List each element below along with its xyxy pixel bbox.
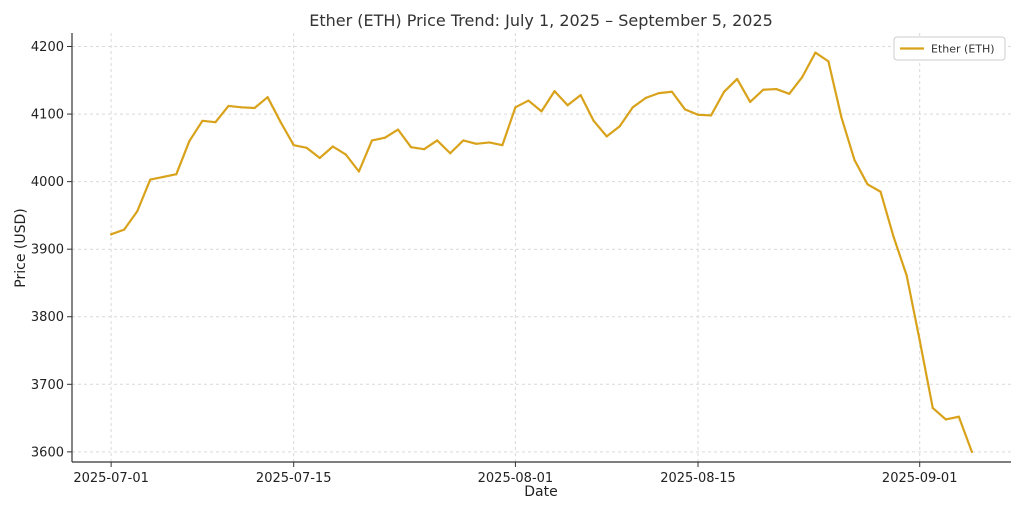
y-tick-label: 4100 — [31, 108, 64, 123]
x-tick-label: 2025-07-15 — [256, 471, 332, 486]
data-point — [814, 51, 817, 54]
data-point — [227, 104, 230, 108]
data-point — [175, 173, 178, 176]
data-point — [918, 339, 921, 342]
data-point — [331, 145, 334, 148]
data-point — [318, 156, 321, 160]
data-point — [162, 175, 165, 178]
data-point — [253, 106, 256, 110]
x-ticks: 2025-07-01 2025-07-15 2025-08-01 2025-08-15… — [73, 462, 957, 486]
x-tick-label: 2025-08-15 — [660, 471, 736, 486]
legend: Ether (ETH) — [893, 36, 1006, 61]
data-point — [722, 90, 726, 93]
data-point — [240, 106, 243, 109]
data-point — [775, 87, 778, 91]
data-point — [514, 106, 517, 109]
data-point — [605, 135, 608, 138]
data-point — [475, 142, 478, 145]
data-point — [110, 233, 113, 236]
data-point — [579, 94, 582, 97]
data-point — [827, 60, 830, 63]
data-point — [136, 210, 139, 213]
data-point — [423, 148, 426, 151]
data-point — [683, 108, 687, 111]
data-point — [696, 113, 700, 116]
plot-frame — [72, 33, 1011, 462]
data-point — [736, 77, 739, 81]
data-point — [566, 104, 569, 107]
data-point — [214, 121, 217, 124]
y-axis-label: Price (USD) — [13, 208, 29, 287]
data-point — [449, 152, 452, 155]
grid — [72, 33, 1011, 462]
data-point — [123, 228, 126, 231]
x-tick-label: 2025-08-01 — [478, 471, 554, 486]
data-point — [670, 90, 674, 93]
data-point — [201, 119, 204, 122]
data-point — [931, 406, 934, 410]
data-point — [436, 139, 439, 142]
data-point — [409, 146, 413, 149]
data-point — [644, 96, 647, 99]
y-tick-label: 4000 — [31, 175, 64, 190]
data-point — [305, 146, 308, 149]
y-tick-label: 3700 — [31, 378, 64, 393]
data-point — [657, 92, 660, 95]
data-point — [905, 274, 908, 277]
data-point — [188, 139, 191, 143]
data-point — [709, 114, 713, 117]
data-point — [866, 183, 869, 186]
data-point — [540, 110, 543, 113]
y-ticks: 3600 3700 3800 3900 4000 4100 4200 — [31, 40, 72, 460]
data-point — [396, 128, 400, 131]
data-point — [944, 418, 947, 421]
data-point — [488, 141, 491, 144]
data-point — [501, 144, 504, 147]
data-point — [462, 139, 465, 142]
data-point — [892, 235, 895, 239]
data-point — [879, 190, 882, 193]
series-line-0 — [110, 51, 973, 453]
data-point — [853, 158, 856, 162]
data-point — [762, 88, 765, 91]
data-point — [840, 116, 843, 119]
legend-box — [893, 36, 1006, 61]
x-tick-label: 2025-09-01 — [882, 471, 958, 486]
data-point — [788, 92, 791, 95]
x-tick-label: 2025-07-01 — [73, 471, 149, 486]
data-point — [266, 96, 269, 99]
x-axis-label: Date — [524, 484, 557, 500]
data-point — [957, 415, 960, 418]
series-layer — [110, 51, 973, 453]
data-point — [357, 170, 361, 173]
data-point — [801, 75, 804, 79]
data-point — [631, 106, 634, 109]
data-point — [749, 100, 752, 104]
data-point — [370, 139, 374, 142]
data-point — [279, 121, 282, 124]
y-tick-label: 3800 — [31, 310, 64, 325]
data-point — [618, 125, 621, 128]
chart-title: Ether (ETH) Price Trend: July 1, 2025 – … — [309, 11, 773, 30]
legend-label: Ether (ETH) — [931, 43, 995, 56]
data-point — [344, 153, 347, 156]
y-tick-label: 4200 — [31, 40, 64, 55]
y-tick-label: 3600 — [31, 445, 64, 460]
data-point — [553, 90, 556, 93]
data-point — [383, 136, 387, 139]
data-point — [970, 450, 973, 453]
data-point — [292, 144, 295, 147]
data-point — [592, 119, 595, 122]
data-point — [527, 99, 530, 102]
y-tick-label: 3900 — [31, 243, 64, 258]
data-point — [149, 178, 152, 181]
